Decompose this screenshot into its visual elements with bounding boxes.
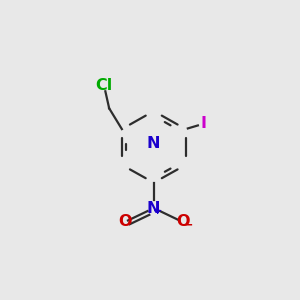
Text: O: O xyxy=(176,214,189,230)
Text: +: + xyxy=(153,206,162,216)
Text: N: N xyxy=(147,136,160,151)
Text: Cl: Cl xyxy=(95,78,113,93)
Text: I: I xyxy=(200,116,206,131)
Text: −: − xyxy=(183,218,193,231)
Text: O: O xyxy=(118,214,132,230)
Text: N: N xyxy=(147,201,160,216)
